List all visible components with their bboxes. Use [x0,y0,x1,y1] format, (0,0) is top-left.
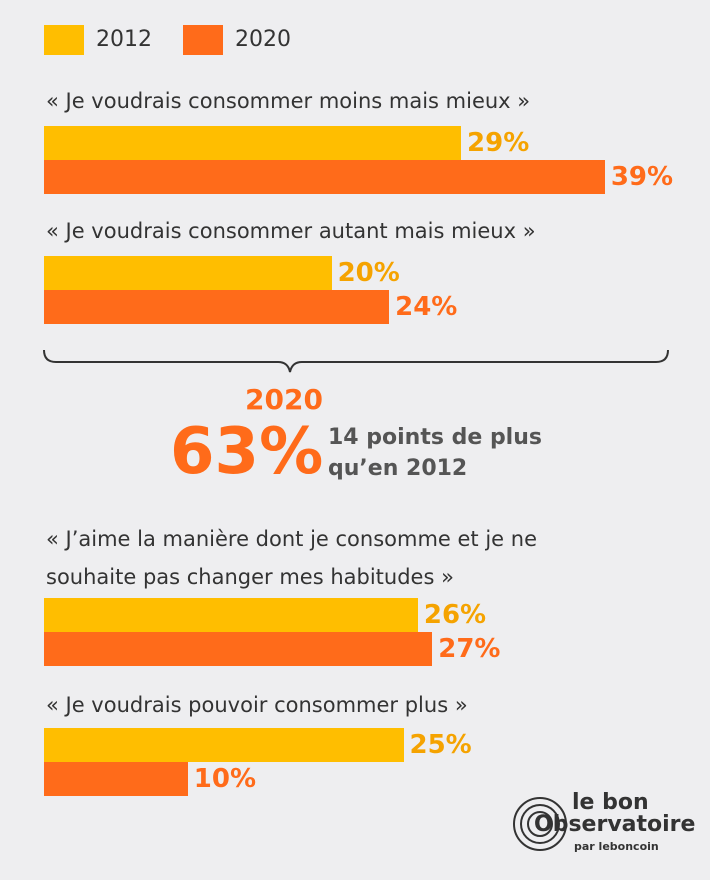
value-label: 27% [438,634,501,664]
value-label: 20% [337,258,400,288]
category-label: « Je voudrais consommer moins mais mieux… [46,89,531,113]
category-label: « Je voudrais consommer autant mais mieu… [46,219,536,243]
bar [44,632,433,666]
value-label: 10% [193,764,257,794]
value-label: 24% [395,292,458,322]
value-label: 25% [409,730,472,760]
category-label: « Je voudrais pouvoir consommer plus » [46,693,468,717]
legend-swatch [44,25,84,55]
annotation-year: 2020 [245,383,323,416]
bar [44,290,390,324]
value-label: 39% [610,162,674,192]
legend-label: 2012 [96,27,152,52]
bar [44,762,188,796]
annotation-text: 14 points de plus qu’en 2012 [328,425,542,481]
bar [44,728,404,762]
bar [44,598,418,632]
logo-line1: le bon [572,790,649,815]
legend-swatch [183,25,223,55]
logo-line3: par leboncoin [574,840,659,853]
category-label: « J’aime la manière dont je consomme et … [46,527,537,589]
logo-line2: Observatoire [534,812,696,837]
bar [44,160,605,194]
value-label: 26% [423,600,487,630]
logo-icon [513,797,567,851]
bar [44,256,332,290]
bar [44,126,462,160]
logo: le bon Observatoire par leboncoin [512,790,696,856]
annotation-value: 63% [170,415,324,489]
legend-label: 2020 [235,27,291,52]
value-label: 29% [467,128,530,158]
